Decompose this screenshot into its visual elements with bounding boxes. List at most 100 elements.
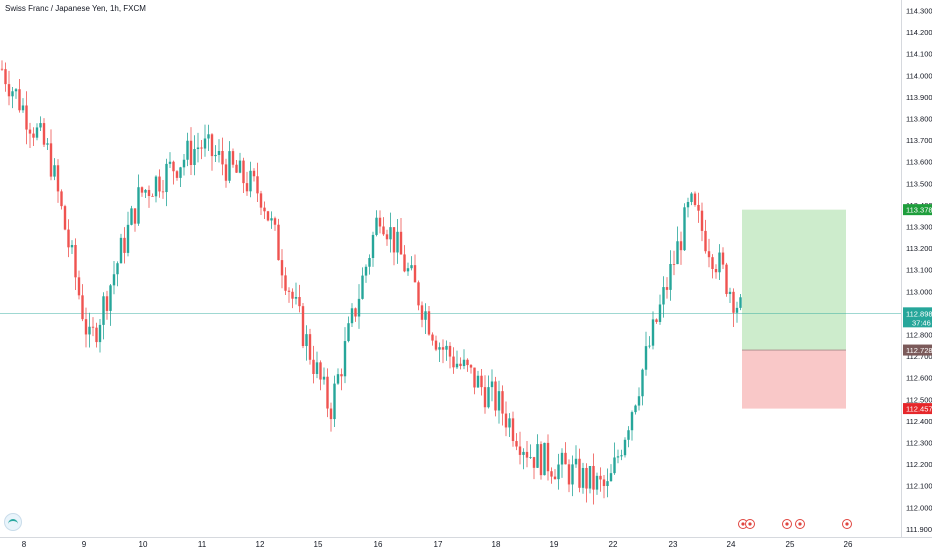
candle xyxy=(543,442,546,476)
candle xyxy=(301,302,305,349)
candle xyxy=(686,197,690,218)
candle xyxy=(126,211,130,257)
candle xyxy=(7,70,11,106)
loss-zone[interactable] xyxy=(742,350,846,409)
candle xyxy=(28,122,32,149)
candle xyxy=(357,284,361,329)
candle xyxy=(599,467,602,492)
candle xyxy=(459,357,462,370)
candle xyxy=(697,192,700,223)
svg-text:112.728: 112.728 xyxy=(906,346,932,355)
candle xyxy=(319,360,322,391)
candle xyxy=(224,158,228,188)
candle xyxy=(424,303,427,335)
price-axis-label: 113.800 xyxy=(906,115,932,124)
candle xyxy=(532,456,536,480)
candle xyxy=(137,174,140,226)
candle xyxy=(350,303,354,327)
candle xyxy=(116,261,119,287)
price-axis-label: 113.600 xyxy=(906,158,932,167)
candle xyxy=(602,474,606,499)
price-axis-label: 113.900 xyxy=(906,93,932,102)
candle xyxy=(620,449,623,461)
time-axis-label: 12 xyxy=(256,540,265,549)
candle xyxy=(168,152,172,168)
candle xyxy=(550,467,553,484)
candle xyxy=(53,158,56,181)
candle xyxy=(60,189,63,210)
candle xyxy=(382,217,385,236)
candle xyxy=(739,294,742,311)
candle xyxy=(144,188,147,199)
candle xyxy=(221,137,224,176)
candle xyxy=(217,139,221,163)
candle xyxy=(245,171,249,196)
candle xyxy=(361,267,364,300)
candle xyxy=(259,190,263,215)
economic-event-icon[interactable] xyxy=(795,519,805,529)
time-axis[interactable]: 8 9 10 11 12 15 16 17 18 19 22 23 24 25 26 xyxy=(22,540,853,549)
candle xyxy=(207,124,210,152)
candle xyxy=(431,332,434,346)
candle xyxy=(525,440,529,468)
candle xyxy=(263,201,266,219)
candle xyxy=(46,138,49,150)
candle xyxy=(665,277,669,299)
candle xyxy=(578,448,581,493)
candle xyxy=(280,249,284,289)
candle xyxy=(270,211,273,229)
candle xyxy=(14,88,18,99)
candle xyxy=(487,375,490,409)
position-zones[interactable] xyxy=(742,209,846,409)
candle xyxy=(189,127,193,176)
economic-events[interactable] xyxy=(738,519,852,529)
candle xyxy=(49,129,53,181)
economic-event-icon[interactable] xyxy=(745,519,755,529)
candle xyxy=(343,327,347,384)
candle xyxy=(721,247,725,270)
economic-event-icon[interactable] xyxy=(842,519,852,529)
candle xyxy=(441,339,445,364)
candle xyxy=(427,305,431,336)
price-axis-label: 113.300 xyxy=(906,223,932,232)
candle xyxy=(644,331,648,376)
candle xyxy=(399,217,403,255)
entry-price-tag: 112.728 xyxy=(903,344,932,356)
time-axis-label: 25 xyxy=(786,540,795,549)
candle xyxy=(249,161,252,198)
price-axis-label: 112.300 xyxy=(906,439,932,448)
economic-event-icon[interactable] xyxy=(782,519,792,529)
candle xyxy=(725,262,728,297)
candle xyxy=(508,413,511,437)
candle xyxy=(193,135,196,176)
candle xyxy=(364,264,368,283)
price-axis-label: 112.500 xyxy=(906,395,932,404)
candle xyxy=(480,369,483,396)
price-axis-label: 112.600 xyxy=(906,374,932,383)
candle xyxy=(445,340,448,361)
candle xyxy=(235,159,238,174)
candle xyxy=(179,166,182,187)
candle xyxy=(592,453,595,505)
candle xyxy=(95,322,98,348)
candle xyxy=(595,472,599,495)
candle xyxy=(718,244,721,281)
candle xyxy=(298,284,301,313)
price-axis-label: 113.700 xyxy=(906,136,932,145)
candle xyxy=(627,426,630,448)
profit-zone[interactable] xyxy=(742,209,846,351)
candle xyxy=(336,368,340,385)
price-axis[interactable]: 114.300 114.200 114.100 114.000 113.900 113.8… xyxy=(906,7,932,534)
candle xyxy=(704,219,707,254)
candle xyxy=(417,280,420,311)
candle xyxy=(473,367,476,395)
candle xyxy=(438,342,441,362)
candle xyxy=(147,185,151,208)
candle xyxy=(333,375,336,428)
candle xyxy=(732,288,735,328)
candle xyxy=(182,154,186,176)
tradingview-logo-icon[interactable] xyxy=(4,513,22,531)
candle xyxy=(707,238,711,268)
